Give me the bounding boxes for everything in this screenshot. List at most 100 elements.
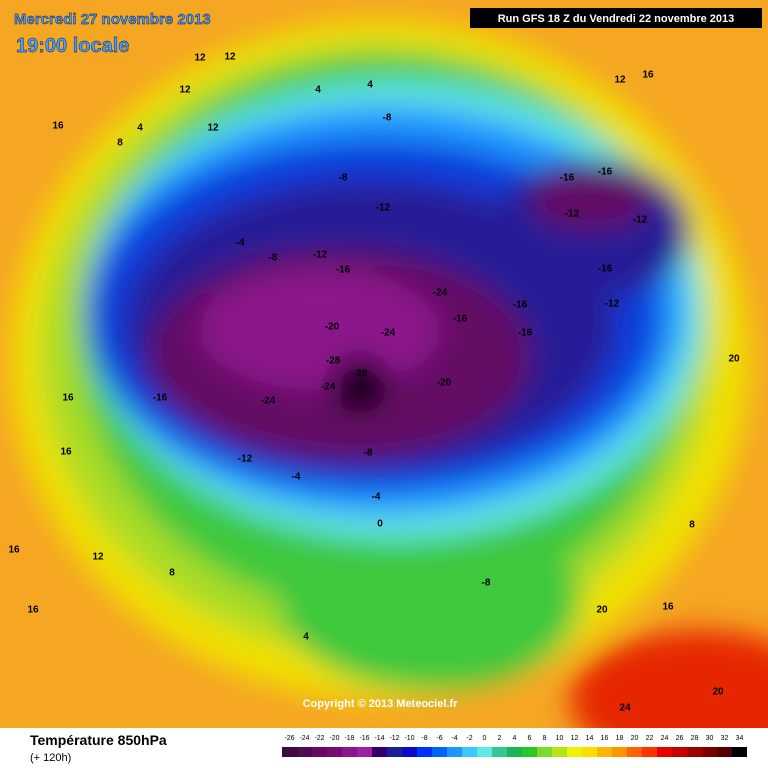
contour-label: -16: [513, 300, 528, 311]
contour-label: 4: [303, 632, 309, 643]
legend-label: 6: [528, 735, 532, 742]
contour-label: 12: [179, 85, 191, 96]
contour-label: -8: [364, 448, 373, 459]
legend-swatch: [447, 747, 462, 757]
contour-label: -16: [336, 265, 351, 276]
legend-label: -6: [436, 735, 442, 742]
contour-label: 12: [194, 53, 206, 64]
contour-label: 20: [728, 354, 740, 365]
legend-swatch: [732, 747, 747, 757]
contour-label: -24: [381, 328, 396, 339]
legend-label: 28: [691, 735, 699, 742]
contour-label: 4: [367, 80, 373, 91]
contour-label: 0: [377, 519, 383, 530]
contour-label: -8: [383, 113, 392, 124]
legend-label: -20: [329, 735, 339, 742]
contour-label: 12: [207, 123, 219, 134]
legend-swatch: [567, 747, 582, 757]
contour-label: -28: [353, 369, 368, 380]
legend-swatch: [417, 747, 432, 757]
legend-label: -22: [314, 735, 324, 742]
legend-swatch: [342, 747, 357, 757]
contour-label: -8: [482, 578, 491, 589]
legend-label: 4: [513, 735, 517, 742]
legend-label: -26: [284, 735, 294, 742]
contour-labels: 12 12 12 4 12 4 16 8 4 -8 -8 -12 -12 -16 -8 -4 -20 -24 -24…: [8, 52, 740, 714]
legend-swatch: [507, 747, 522, 757]
contour-label: 20: [596, 605, 608, 616]
legend-label: 10: [556, 735, 564, 742]
contour-label: 8: [117, 138, 123, 149]
temperature-zone: [200, 270, 440, 390]
contour-label: -12: [238, 454, 253, 465]
contour-label: 12: [92, 552, 104, 563]
legend-swatch: [297, 747, 312, 757]
legend-swatch: [432, 747, 447, 757]
legend-label: 20: [631, 735, 639, 742]
legend-swatch: [702, 747, 717, 757]
contour-label: 16: [8, 545, 20, 556]
contour-label: -4: [236, 238, 245, 249]
legend-label: 30: [706, 735, 714, 742]
legend-swatch: [717, 747, 732, 757]
contour-label: 16: [642, 70, 654, 81]
contour-label: -20: [437, 378, 452, 389]
temperature-zone: [280, 510, 580, 690]
legend-swatch: [327, 747, 342, 757]
contour-label: -12: [565, 209, 580, 220]
legend-label: -2: [466, 735, 472, 742]
temperature-zone: [332, 357, 388, 413]
legend-label: 8: [543, 735, 547, 742]
legend-label: 14: [586, 735, 594, 742]
contour-label: 4: [315, 85, 321, 96]
legend-swatch: [477, 747, 492, 757]
forecast-lead: (+ 120h): [30, 752, 71, 764]
copyright: Copyright © 2013 Meteociel.fr: [303, 698, 459, 710]
contour-label: -12: [605, 299, 620, 310]
legend-swatch: [387, 747, 402, 757]
contour-label: -8: [269, 253, 278, 264]
contour-label: -16: [453, 314, 468, 325]
legend-swatch: [672, 747, 687, 757]
contour-label: -4: [292, 472, 301, 483]
run-box: [470, 8, 762, 28]
contour-label: -16: [598, 264, 613, 275]
legend-swatch: [282, 747, 297, 757]
contour-label: 8: [689, 520, 695, 531]
footer-title: Température 850hPa: [30, 732, 167, 748]
contour-label: -16: [598, 167, 613, 178]
contour-label: -28: [326, 356, 341, 367]
contour-label: 16: [52, 121, 64, 132]
legend-label: 12: [571, 735, 579, 742]
contour-label: 16: [27, 605, 39, 616]
contour-label: -24: [433, 288, 448, 299]
contour-label: 12: [614, 75, 626, 86]
contour-label: 8: [169, 568, 175, 579]
legend-swatch: [492, 747, 507, 757]
legend-label: 0: [483, 735, 487, 742]
legend-label: 2: [498, 735, 502, 742]
legend-swatch: [462, 747, 477, 757]
contour-label: -24: [261, 396, 276, 407]
forecast-date: Mercredi 27 novembre 2013: [14, 11, 211, 28]
contour-label: 16: [60, 447, 72, 458]
legend-swatch: [552, 747, 567, 757]
legend-swatch: [642, 747, 657, 757]
legend-label: -10: [404, 735, 414, 742]
contour-label: 24: [619, 703, 631, 714]
legend-swatch: [597, 747, 612, 757]
contour-label: 16: [62, 393, 74, 404]
legend-label: -14: [374, 735, 384, 742]
legend-label: 22: [646, 735, 654, 742]
legend-label: 16: [601, 735, 609, 742]
legend-swatch: [372, 747, 387, 757]
forecast-time: 19:00 locale: [16, 35, 129, 57]
contour-label: -12: [633, 215, 648, 226]
legend-label: -8: [421, 735, 427, 742]
legend-swatch: [402, 747, 417, 757]
run-info: Run GFS 18 Z du Vendredi 22 novembre 201…: [498, 13, 735, 25]
contour-label: -16: [518, 328, 533, 339]
legend-swatch: [522, 747, 537, 757]
legend-swatch: [312, 747, 327, 757]
